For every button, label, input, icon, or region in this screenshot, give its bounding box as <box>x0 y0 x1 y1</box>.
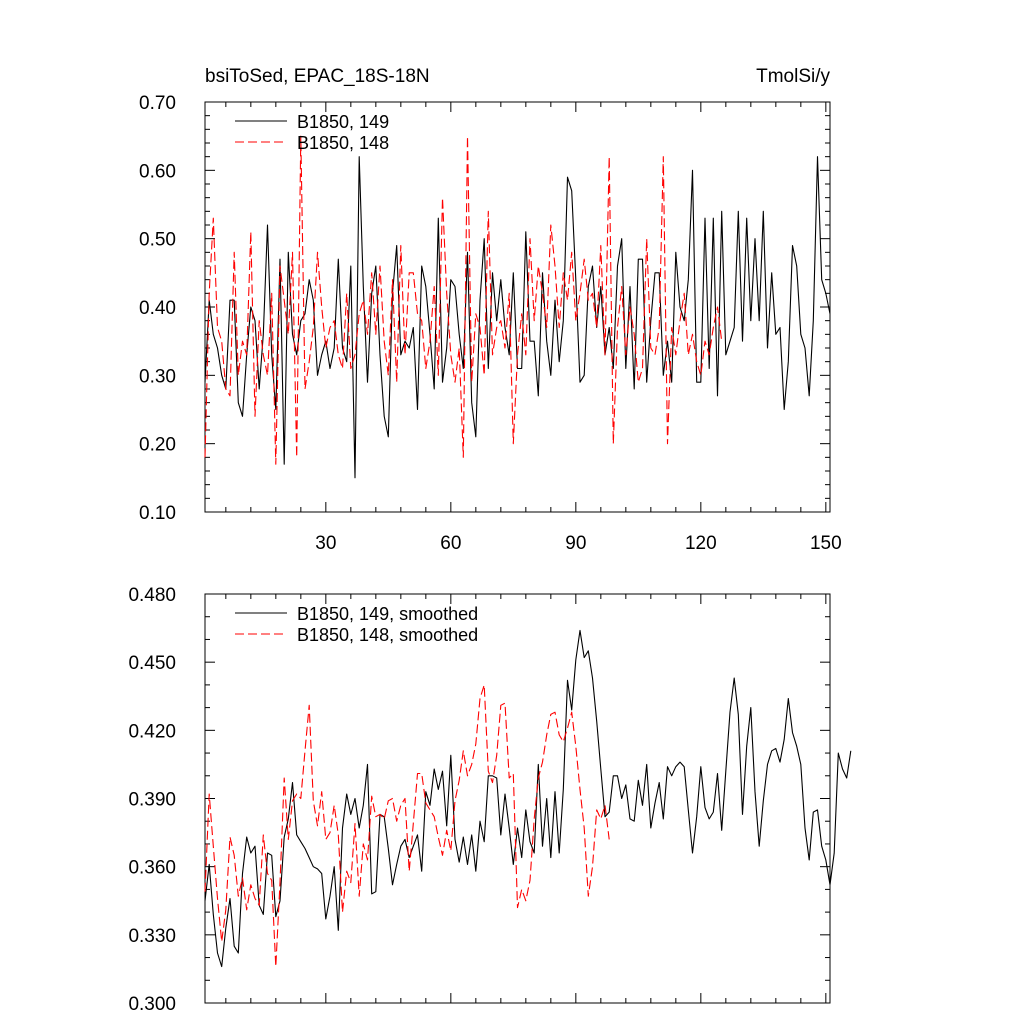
units-label: TmolSi/y <box>756 66 830 87</box>
y-tick-label: 0.50 <box>139 230 176 251</box>
series-line-1 <box>204 156 831 479</box>
legend-label-1: B1850, 149 <box>297 112 389 132</box>
chart-title: bsiToSed, EPAC_18S-18N <box>205 66 430 87</box>
top-panel: 30 60 90 120 150 0.10 0.20 0.30 0.40 0.50 0.60 0.70… <box>139 93 842 554</box>
y-tick-label: 0.330 <box>128 926 176 947</box>
series-line-2 <box>204 135 723 465</box>
y-tick-label: 0.60 <box>139 161 176 182</box>
x-tick-label: 60 <box>440 533 461 554</box>
x-tick-label: 150 <box>810 533 842 554</box>
y-tick-label: 0.480 <box>128 585 176 606</box>
series-line-2 <box>204 684 610 968</box>
y-tick-label: 0.30 <box>139 366 176 387</box>
x-tick-label: 30 <box>315 533 336 554</box>
y-tick-label: 0.450 <box>128 653 176 674</box>
series-line-1 <box>204 629 852 968</box>
legend-label-2: B1850, 148, smoothed <box>297 625 478 645</box>
y-tick-label: 0.360 <box>128 858 176 879</box>
x-tick-label: 120 <box>685 533 717 554</box>
y-tick-label: 0.10 <box>139 503 176 524</box>
y-tick-label: 0.300 <box>128 994 176 1015</box>
y-tick-label: 0.390 <box>128 790 176 811</box>
y-tick-label: 0.40 <box>139 298 176 319</box>
y-tick-label: 0.420 <box>128 721 176 742</box>
bottom-panel: 0.300 0.330 0.360 0.390 0.420 0.450 0.480 B1850… <box>128 585 852 1015</box>
plot-frame <box>204 593 831 1004</box>
legend-label-2: B1850, 148 <box>297 133 389 153</box>
x-tick-label: 90 <box>565 533 586 554</box>
y-tick-label: 0.70 <box>139 93 176 114</box>
y-tick-label: 0.20 <box>139 435 176 456</box>
legend-label-1: B1850, 149, smoothed <box>297 604 478 624</box>
